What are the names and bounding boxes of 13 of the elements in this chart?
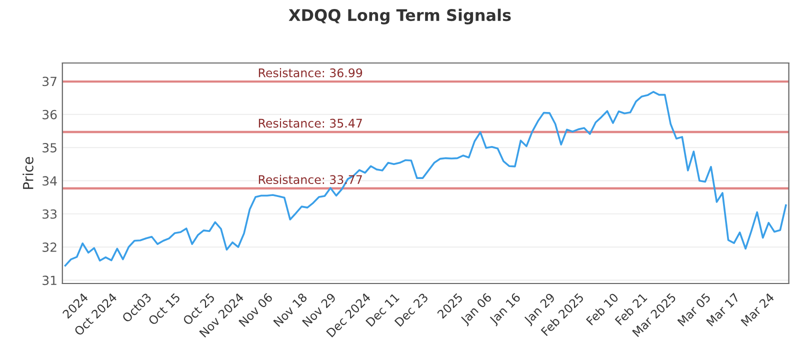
chart-title: XDQQ Long Term Signals [288,8,511,24]
line-series [64,90,787,266]
y-tick-label: 31 [42,276,56,286]
y-axis-title: Price [22,157,34,189]
y-tick-label: 36 [42,110,57,120]
y-tick-label: 37 [42,76,56,86]
ref-line-label: Resistance: 35.47 [258,118,362,128]
ref-line-label: Resistance: 36.99 [258,68,362,78]
y-tick-label: 32 [42,242,56,252]
y-tick-label: 35 [42,143,56,152]
y-tick-label: 33 [42,209,57,219]
y-tick-label: 34 [42,176,57,186]
x-tick-label: Mar 24 [740,292,775,326]
